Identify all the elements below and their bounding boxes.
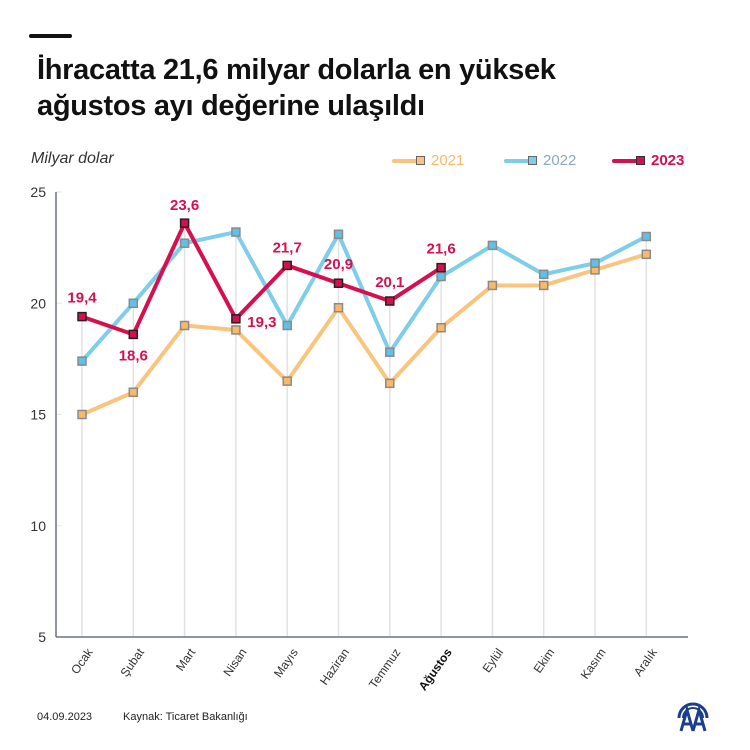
legend: 2021 2022 2023 [0,152,750,172]
point-2023-ağustos [436,262,446,273]
point-2021-ocak [77,409,87,420]
point-2021-mart [179,320,190,331]
x-tick-label-kasım: Kasım [578,646,609,682]
footer-date: 04.09.2023 [37,711,93,723]
x-tick-label-ekim: Ekim [531,646,558,676]
data-label-2023-temmuz: 20,1 [375,274,404,291]
legend-item-2023: 2023 [612,152,684,169]
point-2023-mayıs [282,260,292,271]
legend-item-2021: 2021 [392,152,464,169]
y-tick-label: 5 [38,629,46,645]
point-2022-eylül [487,240,498,251]
point-2023-ocak [77,311,87,322]
y-tick-label: 15 [30,407,46,423]
data-label-2023-mayıs: 21,7 [273,239,302,256]
y-tick-label: 25 [30,184,46,200]
footer-source: Kaynak: Ticaret Bakanlığı [123,711,248,723]
y-axis-label: Milyar dolar [31,150,114,167]
point-2023-mart [179,218,190,228]
point-2022-ağustos [436,271,446,282]
point-2022-ekim [538,269,549,280]
point-2022-kasım [590,258,600,268]
legend-label-2022: 2022 [543,152,577,169]
data-label-2023-ocak: 19,4 [67,290,97,307]
x-tick-label-mayıs: Mayıs [271,646,301,680]
legend-item-2022: 2022 [504,152,576,169]
x-tick-label-ağustos: Ağustos [416,645,455,693]
point-2021-nisan [231,325,241,335]
top-rule [29,34,72,38]
x-tick-label-aralık: Aralık [631,645,661,679]
point-2023-haziran [333,278,344,288]
data-label-2023-haziran: 20,9 [324,256,353,273]
legend-line-2021 [392,158,418,163]
data-label-2023-ağustos: 21,6 [426,241,455,258]
data-label-2023-nisan: 19,3 [247,314,276,331]
page-title: İhracatta 21,6 milyar dolarla en yüksek … [37,52,637,124]
legend-marker-2023 [636,156,645,165]
x-tick-label-şubat: Şubat [118,645,148,679]
point-2023-temmuz [385,296,395,306]
point-2021-aralık [641,249,652,260]
point-2021-haziran [333,302,344,313]
point-2021-şubat [128,387,139,397]
x-tick-label-haziran: Haziran [317,646,352,688]
legend-line-2022 [504,158,530,163]
point-2021-ağustos [436,322,446,333]
series-line-2023 [81,221,443,337]
series-line-2022 [80,230,648,363]
x-tick-label-nisan: Nisan [220,646,249,679]
data-label-2023-mart: 23,6 [170,197,199,214]
point-2022-nisan [231,227,241,237]
point-2022-mart [179,238,190,248]
point-2023-nisan [231,314,241,324]
point-2021-eylül [487,280,498,291]
title-line-1: İhracatta 21,6 milyar dolarla en yüksek [37,54,556,86]
legend-line-2023 [612,158,638,163]
y-tick-label: 10 [30,518,46,534]
aa-logo-icon [677,702,709,732]
x-tick-label-temmuz: Temmuz [366,646,403,691]
x-tick-label-mart: Mart [173,645,199,673]
legend-label-2023: 2023 [651,152,685,169]
title-line-2: ağustos ayı değerine ulaşıldı [37,90,425,122]
point-2022-ocak [77,356,87,366]
point-2022-haziran [333,229,344,240]
point-2022-şubat [128,298,139,308]
legend-marker-2021 [416,156,425,165]
x-tick-label-ocak: Ocak [68,645,96,677]
point-2022-aralık [641,231,652,242]
legend-marker-2022 [528,156,537,165]
series-line-2021 [81,252,647,417]
legend-label-2021: 2021 [431,152,465,169]
point-2023-şubat [128,329,139,340]
point-2021-ekim [538,280,549,291]
data-label-2023-şubat: 18,6 [119,347,148,364]
x-tick-label-eylül: Eylül [480,646,506,675]
point-2022-temmuz [385,347,395,357]
y-tick-label: 20 [30,295,46,311]
point-2022-mayıs [282,320,292,331]
point-2021-mayıs [282,376,292,386]
point-2021-temmuz [385,378,395,389]
